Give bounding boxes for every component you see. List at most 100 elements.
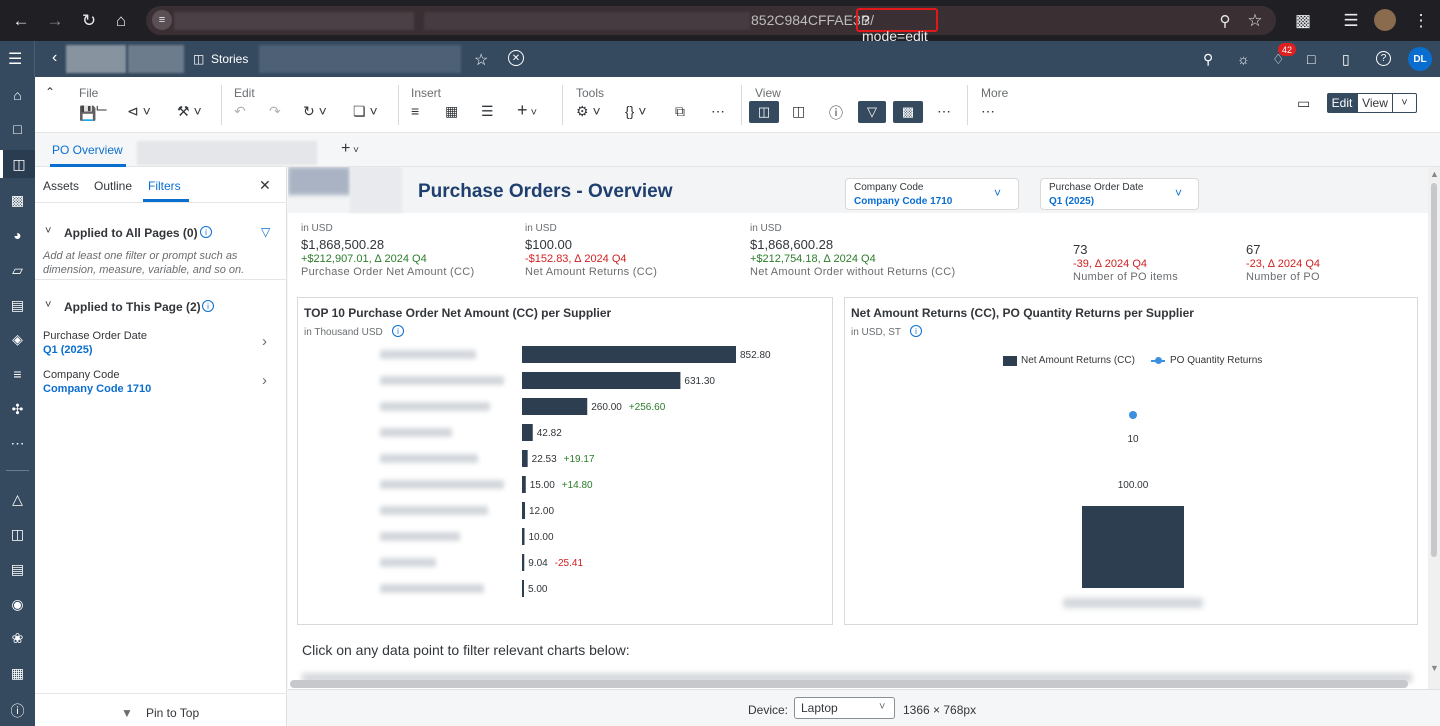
- back-icon[interactable]: ←: [12, 11, 30, 30]
- insert-add-icon[interactable]: + ˅: [517, 100, 537, 120]
- undo-icon[interactable]: ↶: [234, 103, 246, 119]
- more-overflow-icon[interactable]: ⋯: [981, 103, 995, 119]
- scrollbar-thumb[interactable]: [1431, 183, 1437, 557]
- planning-nav-icon[interactable]: ≡: [13, 366, 22, 382]
- pin-to-top-button[interactable]: Pin to Top: [146, 706, 200, 720]
- close-circle-icon[interactable]: ✕: [508, 50, 524, 66]
- home-nav-icon[interactable]: ⌂: [13, 87, 22, 103]
- chevron-down-icon[interactable]: ˅: [45, 225, 52, 237]
- tab-assets[interactable]: Assets: [43, 179, 80, 193]
- bar[interactable]: [522, 554, 525, 571]
- presentation-nav-icon[interactable]: ▱: [12, 261, 23, 278]
- chat-icon[interactable]: □: [1307, 51, 1316, 67]
- filter-item-company-code[interactable]: Company Code Company Code 1710 ›: [35, 366, 280, 402]
- bar[interactable]: [522, 346, 736, 363]
- add-page-icon[interactable]: + ˅: [341, 140, 359, 157]
- po-date-dropdown[interactable]: Purchase Order Date Q1 (2025) ˅: [1040, 178, 1199, 210]
- home-icon[interactable]: ⌂: [115, 11, 127, 30]
- left-panel-toggle-icon[interactable]: ◫: [749, 101, 779, 123]
- info-nav-icon[interactable]: ⓘ: [10, 703, 25, 719]
- insert-table-icon[interactable]: ▦: [445, 103, 459, 119]
- favorite-star-icon[interactable]: ☆: [474, 52, 489, 69]
- kpi-returns[interactable]: in USD $100.00 -$152.83, ∆ 2024 Q4 Net A…: [525, 223, 657, 278]
- point-marker[interactable]: [1129, 411, 1137, 419]
- stories-label[interactable]: Stories: [211, 52, 249, 66]
- kpi-net-amount[interactable]: in USD $1,868,500.28 +$212,907.01, ∆ 202…: [301, 223, 474, 278]
- stories-nav-icon[interactable]: ◫: [0, 150, 35, 178]
- kpi-without-returns[interactable]: in USD $1,868,600.28 +$212,754.18, ∆ 202…: [750, 223, 956, 278]
- site-info-icon[interactable]: ≡: [152, 10, 172, 30]
- tab-filters[interactable]: Filters: [148, 179, 181, 193]
- reload-icon[interactable]: ↻: [81, 11, 97, 30]
- bar[interactable]: [522, 424, 533, 441]
- device-preview-icon[interactable]: ▭: [1297, 95, 1311, 111]
- chevron-down-icon[interactable]: ˅: [45, 299, 52, 311]
- top10-supplier-chart[interactable]: TOP 10 Purchase Order Net Amount (CC) pe…: [297, 297, 833, 625]
- zoom-icon[interactable]: ⚲: [1219, 13, 1231, 30]
- chart-info-icon[interactable]: i: [392, 325, 404, 337]
- copy-icon[interactable]: ❏ ˅: [353, 103, 378, 119]
- insights-nav-icon[interactable]: ◕: [13, 227, 22, 243]
- file-tools-icon[interactable]: ⚒ ˅: [177, 103, 202, 119]
- feedback-icon[interactable]: ▯: [1342, 51, 1350, 67]
- collapse-toolbar-icon[interactable]: ⌃: [45, 85, 56, 99]
- admin-nav-icon[interactable]: ❀: [11, 629, 24, 646]
- search-icon[interactable]: ⚲: [1203, 51, 1214, 67]
- deploy-nav-icon[interactable]: △: [12, 490, 23, 507]
- connections-nav-icon[interactable]: ✣: [11, 400, 24, 417]
- help-icon[interactable]: ?: [1376, 51, 1391, 66]
- more-nav-icon[interactable]: ⋯: [10, 434, 25, 451]
- media-icon[interactable]: ☰: [1343, 11, 1359, 30]
- returns-supplier-chart[interactable]: Net Amount Returns (CC), PO Quantity Ret…: [844, 297, 1418, 625]
- security-nav-icon[interactable]: ◉: [11, 595, 24, 612]
- modeler-nav-icon[interactable]: ◈: [12, 330, 23, 347]
- translate-nav-icon[interactable]: ▤: [10, 560, 25, 577]
- user-avatar[interactable]: DL: [1408, 47, 1432, 71]
- hamburger-icon[interactable]: ☰: [8, 51, 23, 68]
- all-pages-info-icon[interactable]: i: [200, 226, 212, 238]
- back-nav-icon[interactable]: ‹: [52, 49, 58, 66]
- idea-icon[interactable]: ☼: [1237, 51, 1250, 67]
- bar[interactable]: [522, 528, 525, 545]
- bar[interactable]: [522, 450, 528, 467]
- close-panel-icon[interactable]: ✕: [259, 177, 271, 193]
- save-icon[interactable]: 💾﹂: [79, 105, 111, 121]
- horizontal-scrollbar[interactable]: [290, 680, 1408, 688]
- extensions-icon[interactable]: ▩: [1294, 11, 1312, 30]
- insert-chart-icon[interactable]: ≡: [411, 103, 420, 119]
- vertical-scrollbar[interactable]: ▲ ▼: [1428, 167, 1440, 689]
- redo-icon[interactable]: ↷: [269, 103, 281, 119]
- system-nav-icon[interactable]: ▦: [10, 664, 25, 681]
- edit-mode-button[interactable]: Edit: [1327, 93, 1357, 113]
- kpi-po-count[interactable]: 67 -23, ∆ 2024 Q4 Number of PO: [1246, 239, 1320, 283]
- profile-avatar[interactable]: [1374, 9, 1396, 31]
- refresh-icon[interactable]: ↻ ˅: [303, 103, 327, 119]
- data-nav-icon[interactable]: ▤: [10, 296, 25, 313]
- right-panel-icon[interactable]: ◫: [792, 103, 806, 119]
- info-icon[interactable]: ⓘ: [829, 105, 843, 121]
- device-select[interactable]: Laptop ˅: [794, 697, 895, 719]
- tab-outline[interactable]: Outline: [94, 179, 133, 193]
- forward-icon[interactable]: →: [46, 11, 64, 30]
- filter-toggle-icon[interactable]: ▽: [858, 101, 886, 123]
- mode-dropdown-icon[interactable]: ˅: [1393, 93, 1417, 113]
- tab-po-overview[interactable]: PO Overview: [52, 143, 123, 157]
- add-filter-icon[interactable]: ▽: [261, 225, 271, 239]
- this-page-info-icon[interactable]: i: [202, 300, 214, 312]
- share-icon[interactable]: ⊲ ˅: [127, 103, 151, 119]
- tools-more-icon[interactable]: ⋯: [711, 103, 725, 119]
- filter-item-po-date[interactable]: Purchase Order Date Q1 (2025) ›: [35, 327, 280, 363]
- bar[interactable]: [1082, 506, 1184, 588]
- menu-kebab-icon[interactable]: ⋮: [1412, 11, 1430, 30]
- company-code-dropdown[interactable]: Company Code Company Code 1710 ˅: [845, 178, 1019, 210]
- scroll-up-icon[interactable]: ▲: [1430, 169, 1439, 179]
- view-more-icon[interactable]: ⋯: [937, 103, 951, 119]
- kpi-po-items[interactable]: 73 -39, ∆ 2024 Q4 Number of PO items: [1073, 239, 1178, 283]
- insert-control-icon[interactable]: ☰: [481, 103, 494, 119]
- bookmark-star-icon[interactable]: ☆: [1247, 11, 1263, 30]
- files-nav-icon[interactable]: □: [13, 121, 22, 137]
- tools-settings-icon[interactable]: ⚙ ˅: [576, 103, 601, 119]
- view-mode-button[interactable]: View: [1357, 93, 1393, 113]
- catalog-nav-icon[interactable]: ◫: [10, 525, 25, 542]
- view-mode-icon[interactable]: ▩: [893, 101, 923, 123]
